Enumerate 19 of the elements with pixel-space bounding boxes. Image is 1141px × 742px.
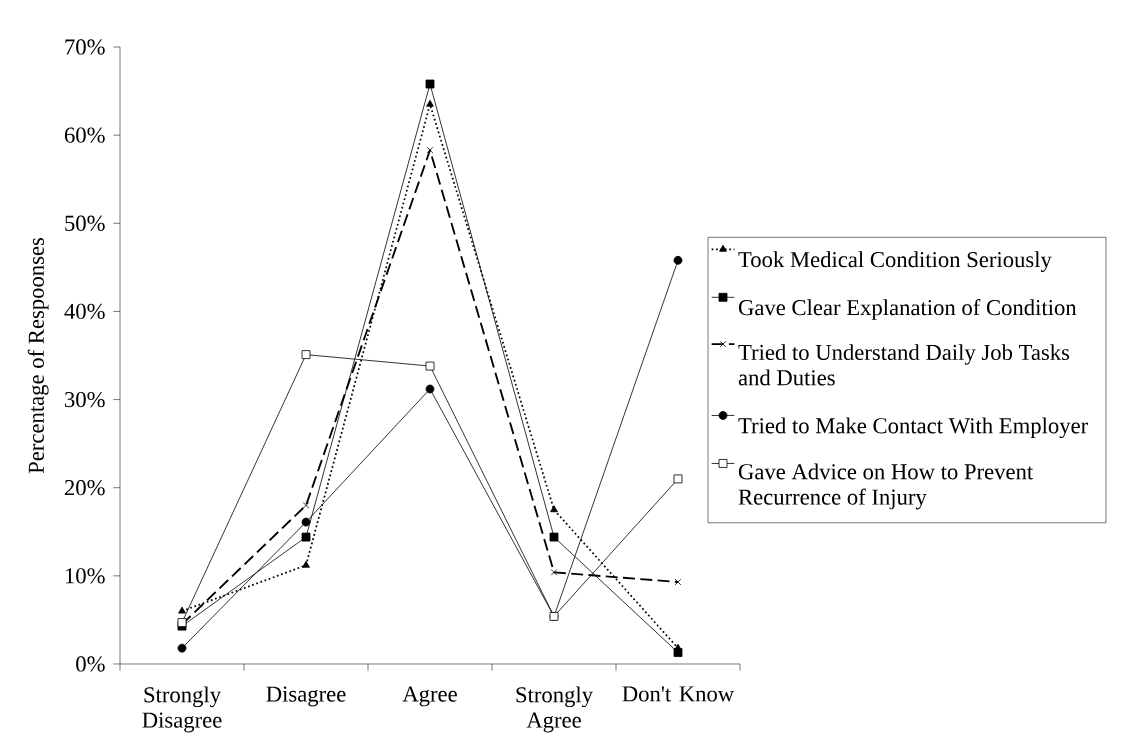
legend-label: Tried to Understand Daily Job Tasks and Duties (738, 344, 1070, 386)
legend-label: Tried to Make Contact With Employer (738, 417, 1088, 439)
x-tick-label: Agree (402, 686, 457, 707)
y-tick-label: 40% (64, 303, 105, 320)
legend-label: Took Medical Condition Seriously (738, 251, 1052, 272)
y-tick-label: 30% (65, 391, 105, 408)
y-tick-label: 0% (76, 656, 105, 672)
x-tick-label: Strongly Disagree (142, 686, 222, 733)
x-tick-label: Don't Know (622, 686, 735, 702)
y-axis-title: Percentage of Respoonses (27, 237, 49, 474)
y-tick-label: 10% (65, 568, 105, 584)
y-tick-label: 60% (64, 127, 105, 143)
x-tick-label: Strongly Agree (516, 686, 593, 733)
legend-label: Gave Advice on How to Prevent Recurrence of Injury (738, 463, 1034, 510)
y-tick-label: 20% (64, 480, 105, 496)
legend-label: Gave Clear Explanation of Condition (738, 299, 1077, 320)
y-tick-label: 70% (65, 39, 105, 55)
y-tick-label: 50% (65, 215, 105, 231)
x-tick-label: Disagree (266, 686, 346, 707)
